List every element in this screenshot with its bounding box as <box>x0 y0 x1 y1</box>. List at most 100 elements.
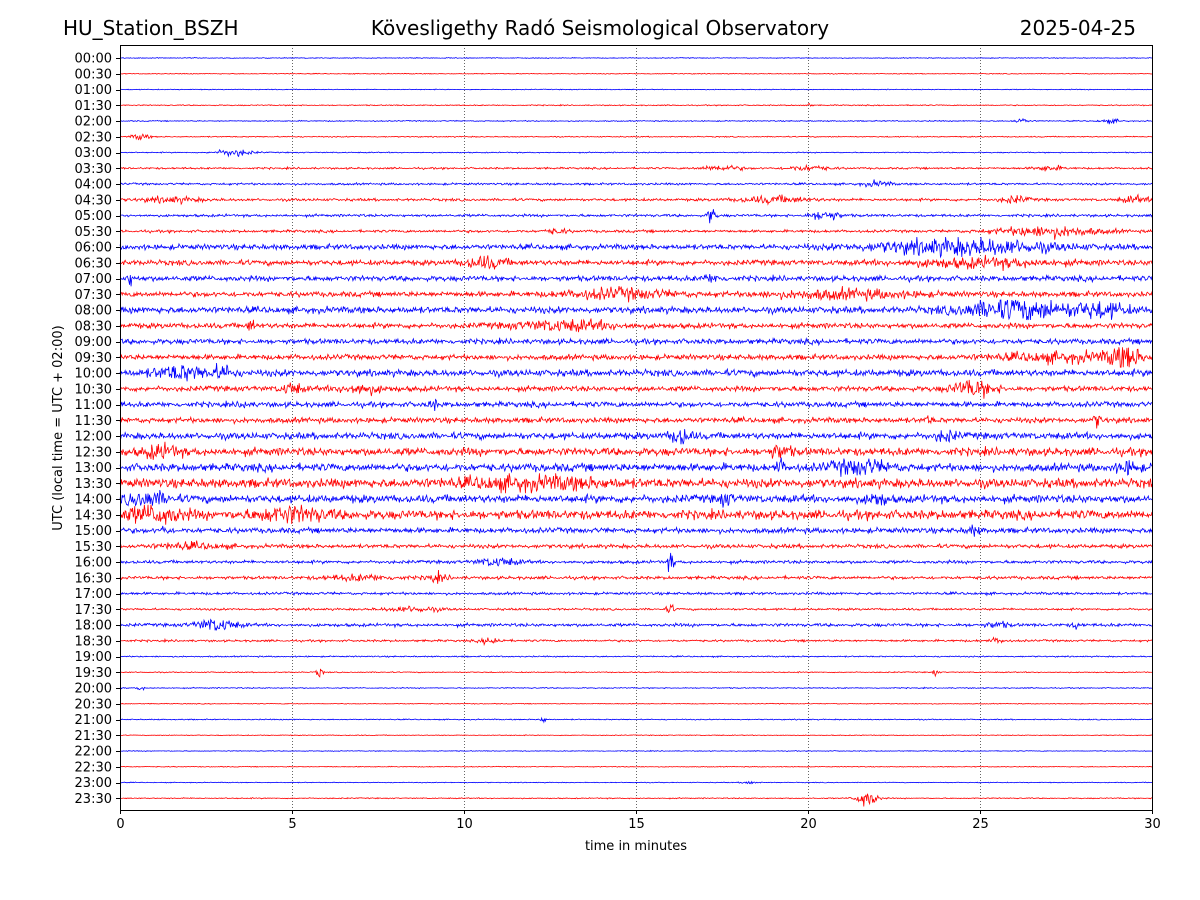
x-tick-label-6: 30 <box>1144 817 1161 832</box>
x-tick-label-3: 15 <box>628 817 645 832</box>
y-axis: 00:0000:3001:0001:3002:0002:3003:0003:30… <box>75 52 120 807</box>
y-tick-label-9: 04:30 <box>75 193 112 208</box>
chart-date: 2025-04-25 <box>1019 16 1136 40</box>
station-name: HU_Station_BSZH <box>63 16 239 40</box>
y-tick-label-32: 16:00 <box>75 556 112 571</box>
y-tick-label-15: 07:30 <box>75 288 112 303</box>
y-tick-label-8: 04:00 <box>75 178 112 193</box>
trace-1230 <box>119 441 1153 460</box>
grid-lines <box>292 45 981 810</box>
y-tick-label-38: 19:00 <box>75 650 112 665</box>
trace-1100 <box>119 398 1153 411</box>
plot-frame <box>120 45 1153 811</box>
x-tick-label-5: 25 <box>972 817 989 832</box>
trace-0900 <box>119 336 1153 347</box>
y-tick-label-21: 10:30 <box>75 382 112 397</box>
trace-2130 <box>119 734 1153 737</box>
trace-1400 <box>119 489 1153 508</box>
trace-1930 <box>119 668 1153 678</box>
trace-0200 <box>119 117 1153 125</box>
y-tick-label-22: 11:00 <box>75 398 112 413</box>
y-tick-label-27: 13:30 <box>75 477 112 492</box>
x-tick-label-0: 0 <box>116 817 124 832</box>
trace-0430 <box>119 193 1153 206</box>
trace-0530 <box>119 226 1153 240</box>
y-tick-label-0: 00:00 <box>75 52 112 67</box>
y-tick-label-33: 16:30 <box>75 571 112 586</box>
trace-1900 <box>119 655 1153 659</box>
y-tick-label-19: 09:30 <box>75 351 112 366</box>
trace-0230 <box>119 133 1153 141</box>
y-tick-label-31: 15:30 <box>75 540 112 555</box>
y-tick-label-43: 21:30 <box>75 729 112 744</box>
y-tick-label-13: 06:30 <box>75 256 112 271</box>
y-tick-label-24: 12:00 <box>75 430 112 445</box>
trace-0000 <box>119 56 1153 60</box>
y-tick-label-17: 08:30 <box>75 319 112 334</box>
trace-2000 <box>119 686 1153 692</box>
trace-2330 <box>119 793 1153 807</box>
trace-0500 <box>119 209 1153 224</box>
trace-0630 <box>119 254 1153 272</box>
trace-1830 <box>119 636 1153 647</box>
trace-0300 <box>119 149 1153 158</box>
trace-group <box>119 56 1153 807</box>
y-tick-label-25: 12:30 <box>75 445 112 460</box>
y-tick-label-47: 23:30 <box>75 792 112 807</box>
trace-1000 <box>119 362 1153 382</box>
x-axis: 0 5 10 15 20 25 30 <box>116 810 1161 832</box>
y-tick-label-30: 15:00 <box>75 524 112 539</box>
trace-1530 <box>119 540 1153 551</box>
y-axis-label: UTC (local time = UTC + 02:00) <box>51 325 66 530</box>
trace-1600 <box>119 552 1153 573</box>
y-tick-label-26: 13:00 <box>75 461 112 476</box>
y-tick-label-28: 14:00 <box>75 493 112 508</box>
trace-1430 <box>119 504 1153 525</box>
y-tick-label-41: 20:30 <box>75 697 112 712</box>
y-tick-label-5: 02:30 <box>75 130 112 145</box>
y-tick-label-39: 19:30 <box>75 666 112 681</box>
trace-0330 <box>119 163 1153 172</box>
trace-2100 <box>119 716 1153 724</box>
trace-0930 <box>119 347 1153 368</box>
trace-1700 <box>119 590 1153 597</box>
trace-1130 <box>119 415 1153 429</box>
chart-title: Kövesligethy Radó Seismological Observat… <box>370 16 830 40</box>
x-tick-label-2: 10 <box>456 817 473 832</box>
trace-2200 <box>119 749 1153 753</box>
y-tick-label-36: 18:00 <box>75 619 112 634</box>
trace-1730 <box>119 603 1153 614</box>
y-tick-label-20: 10:00 <box>75 367 112 382</box>
trace-1800 <box>119 618 1153 632</box>
y-tick-label-18: 09:00 <box>75 335 112 350</box>
trace-0400 <box>119 179 1153 188</box>
y-tick-label-6: 03:00 <box>75 146 112 161</box>
y-tick-label-34: 17:00 <box>75 587 112 602</box>
trace-0130 <box>119 102 1153 107</box>
y-tick-label-42: 21:00 <box>75 713 112 728</box>
y-tick-label-12: 06:00 <box>75 241 112 256</box>
y-tick-label-10: 05:00 <box>75 209 112 224</box>
trace-0800 <box>119 299 1153 321</box>
trace-1330 <box>119 473 1153 494</box>
y-tick-label-35: 17:30 <box>75 603 112 618</box>
trace-2230 <box>119 765 1153 768</box>
y-tick-label-3: 01:30 <box>75 99 112 114</box>
y-tick-label-7: 03:30 <box>75 162 112 177</box>
y-tick-label-2: 01:00 <box>75 83 112 98</box>
y-tick-label-11: 05:30 <box>75 225 112 240</box>
y-tick-label-46: 23:00 <box>75 776 112 791</box>
trace-1200 <box>119 429 1153 445</box>
trace-0100 <box>120 88 1153 91</box>
trace-1630 <box>119 569 1153 584</box>
trace-1300 <box>119 457 1153 477</box>
trace-2300 <box>119 780 1153 785</box>
y-tick-label-1: 00:30 <box>75 67 112 82</box>
trace-0730 <box>119 286 1153 303</box>
y-tick-label-45: 22:30 <box>75 760 112 775</box>
trace-1030 <box>119 379 1153 399</box>
trace-0830 <box>119 318 1153 333</box>
y-tick-label-37: 18:30 <box>75 634 112 649</box>
y-tick-label-14: 07:00 <box>75 272 112 287</box>
y-tick-label-40: 20:00 <box>75 682 112 697</box>
